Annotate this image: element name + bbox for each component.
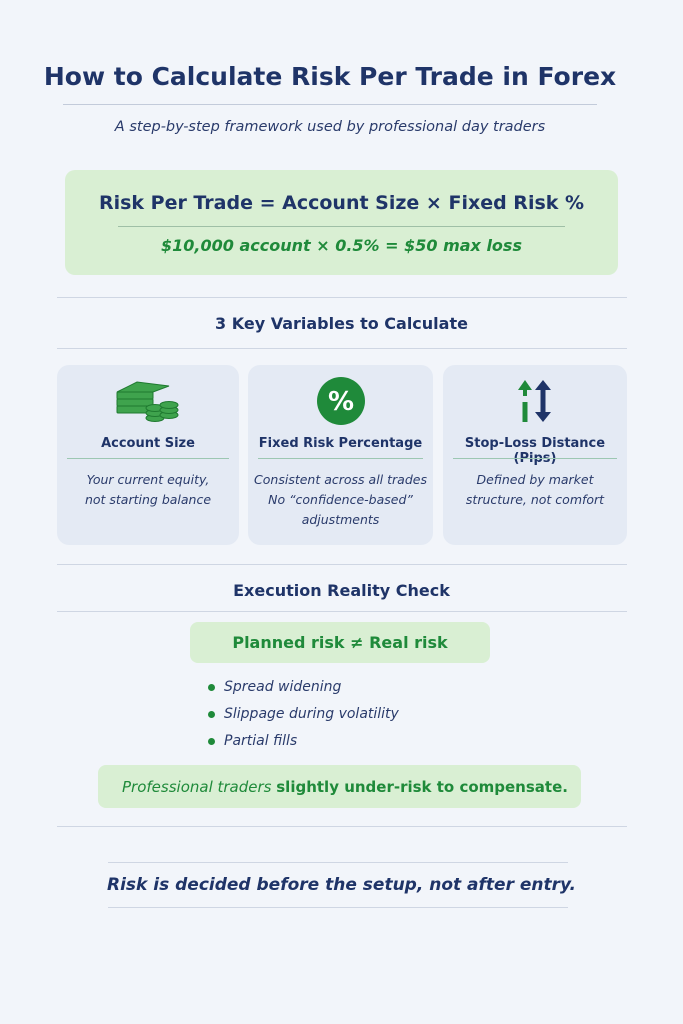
divider bbox=[57, 611, 627, 612]
bullet-item: Spread widening bbox=[208, 679, 341, 695]
divider bbox=[57, 826, 627, 827]
card-description: Defined by market structure, not comfort bbox=[443, 470, 627, 510]
card-fixed-risk: % Fixed Risk Percentage Consistent acros… bbox=[248, 365, 433, 545]
card-divider bbox=[453, 458, 617, 459]
divider bbox=[57, 564, 627, 565]
compensation-note: Professional traders slightly under-risk… bbox=[98, 765, 581, 808]
up-down-arrows-icon bbox=[443, 377, 627, 425]
formula-box: Risk Per Trade = Account Size × Fixed Ri… bbox=[65, 170, 618, 275]
money-stack-icon bbox=[57, 377, 239, 425]
note-text: Professional traders bbox=[122, 777, 277, 796]
divider bbox=[57, 348, 627, 349]
formula-divider bbox=[118, 226, 565, 227]
closing-bottom-line bbox=[108, 907, 568, 908]
formula-example: $10,000 account × 0.5% = $50 max loss bbox=[161, 236, 522, 255]
note-emphasis: slightly under-risk to compensate. bbox=[276, 777, 568, 796]
closing-top-line bbox=[108, 862, 568, 863]
bullet-item: Slippage during volatility bbox=[208, 706, 399, 722]
page-title: How to Calculate Risk Per Trade in Forex bbox=[43, 62, 617, 91]
subtitle: A step-by-step framework used by profess… bbox=[114, 119, 546, 135]
card-line: Consistent across all trades bbox=[254, 472, 427, 487]
title-divider bbox=[63, 104, 597, 105]
execution-title: Execution Reality Check bbox=[233, 581, 450, 600]
formula-equation: Risk Per Trade = Account Size × Fixed Ri… bbox=[98, 192, 585, 214]
bullet-dot bbox=[208, 683, 215, 691]
bullet-text: Partial fills bbox=[224, 733, 298, 749]
card-title: Fixed Risk Percentage bbox=[258, 436, 423, 451]
card-line: No “confidence-based” bbox=[268, 492, 413, 507]
card-line: structure, not comfort bbox=[465, 492, 605, 507]
card-divider bbox=[67, 458, 229, 459]
card-line: not starting balance bbox=[84, 492, 212, 507]
percent-icon: % bbox=[248, 377, 433, 425]
card-line: adjustments bbox=[301, 512, 380, 527]
svg-text:%: % bbox=[327, 387, 353, 417]
card-title: Account Size bbox=[101, 436, 195, 451]
closing-statement: Risk is decided before the setup, not af… bbox=[107, 875, 576, 895]
card-line: Your current equity, bbox=[86, 472, 210, 487]
bullet-item: Partial fills bbox=[208, 733, 297, 749]
card-title: Stop-Loss Distance (Pips) bbox=[464, 436, 606, 466]
card-stop-loss: Stop-Loss Distance (Pips) Defined by mar… bbox=[443, 365, 627, 545]
planned-vs-real-pill: Planned risk ≠ Real risk bbox=[190, 622, 490, 663]
bullet-dot bbox=[208, 710, 215, 718]
card-divider bbox=[258, 458, 423, 459]
bullet-text: Spread widening bbox=[224, 679, 342, 695]
card-line: Defined by market bbox=[476, 472, 594, 487]
bullet-text: Slippage during volatility bbox=[224, 706, 399, 722]
variables-title: 3 Key Variables to Calculate bbox=[215, 314, 468, 333]
card-account-size: Account Size Your current equity, not st… bbox=[57, 365, 239, 545]
card-description: Your current equity, not starting balanc… bbox=[57, 470, 239, 510]
bullet-dot bbox=[208, 737, 215, 745]
card-description: Consistent across all trades No “confide… bbox=[248, 470, 433, 530]
divider bbox=[57, 297, 627, 298]
